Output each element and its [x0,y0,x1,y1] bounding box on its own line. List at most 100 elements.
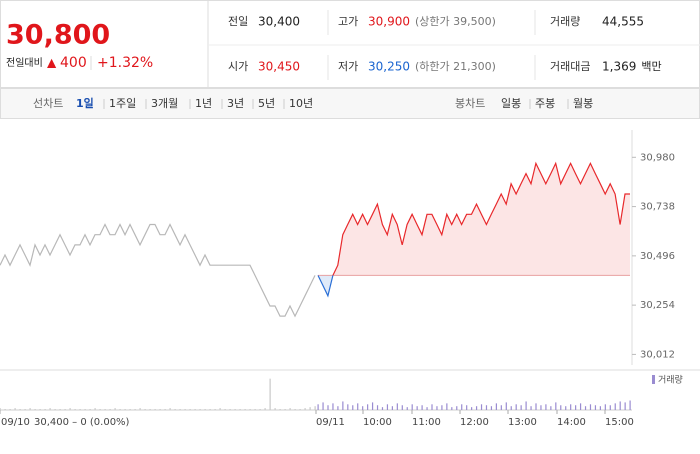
x-tick-label: 30,400 – 0 (0.00%) [34,417,130,428]
volume-bar [54,409,56,410]
volume-bar [44,409,46,410]
volume-bar [451,407,453,410]
summary-value: 30,400 [258,15,300,29]
volume-bar [269,378,271,410]
volume-bar [485,405,488,410]
volume-bar [199,409,201,410]
tab[interactable]: 1주일 [109,96,136,110]
volume-bar [342,401,344,410]
volume-bar [456,406,458,410]
volume-bar [545,404,547,410]
volume-bar [259,409,261,410]
price: 30,800 [6,20,110,51]
summary-note: (상한가 39,500) [415,15,496,28]
volume-bar [279,409,281,410]
volume-bar [525,401,527,410]
volume-bar [29,408,31,410]
area-down [318,275,333,296]
x-tick-label: 09/11 [316,417,345,428]
volume-bar [594,405,597,410]
summary-value: 1,369 [602,60,636,74]
volume-bar [24,409,26,410]
volume-bar [254,409,256,410]
tab[interactable]: 3년 [227,97,244,110]
volume-bar [332,403,334,410]
x-tick-label: 12:00 [460,417,489,428]
summary-unit: 백만 [641,60,661,73]
volume-bar [114,408,116,410]
volume-bar [396,403,398,410]
volume-bar [89,409,91,410]
tab-bar [0,88,700,119]
tab[interactable]: 주봉 [535,97,555,110]
x-tick-label: 13:00 [508,417,537,428]
y-tick-label: 30,980 [640,152,675,163]
volume-bar [446,403,448,410]
x-tick-label: 14:00 [557,417,586,428]
volume-bar [104,409,106,410]
volume-bar [9,409,11,410]
volume-bar [540,405,542,410]
tab[interactable]: 월봉 [573,97,593,110]
tab[interactable]: 5년 [258,97,275,110]
volume-bar [119,409,121,410]
volume-bar [304,408,306,410]
volume-bar [386,404,389,410]
x-tick-label: 09/10 [1,417,30,428]
volume-bar [34,409,36,410]
volume-bar [164,409,166,410]
summary-note: (하한가 21,300) [415,59,496,73]
summary-value: 30,450 [258,60,300,74]
volume-bar [99,409,101,410]
volume-bar [381,407,384,410]
volume-bar [79,409,81,410]
volume-bar [347,404,349,410]
volume-bar [584,406,587,410]
y-tick-label: 30,254 [640,300,675,311]
tab[interactable]: 1년 [195,97,212,110]
tab[interactable]: 10년 [289,97,313,110]
volume-bar [289,408,291,410]
volume-bar [579,403,582,410]
volume-bar [159,409,161,410]
y-tick-label: 30,012 [640,349,675,360]
volume-bar [500,405,502,410]
volume-bar [144,409,146,410]
y-tick-label: 30,738 [640,202,675,213]
volume-bar [234,409,236,410]
volume-bar [124,409,126,410]
volume-bar [619,401,621,410]
volume-bar [109,409,111,410]
volume-bar [224,409,226,410]
volume-bar [19,409,21,410]
legend-label: 거래량 [658,374,683,386]
volume-bar [39,409,41,410]
volume-bar [505,402,507,410]
volume-bar [314,406,316,410]
volume-bar [139,408,141,410]
tab-label: 봉차트 [455,97,485,110]
change: 400 [60,55,87,71]
volume-bar [179,409,181,410]
tab[interactable]: 일봉 [501,96,521,110]
quote-box [0,0,700,88]
volume-bar [480,404,483,410]
volume-bar [357,403,359,410]
volume-bar [174,409,176,410]
volume-bar [49,408,51,410]
tab[interactable]: 3개월 [151,97,178,110]
volume-bar [194,409,196,410]
tab[interactable]: 1일 [76,96,94,110]
summary-label: 고가 [338,15,358,28]
volume-bar [214,409,216,410]
volume-bar [204,409,206,410]
volume-bar [184,409,186,410]
volume-bar [406,407,408,410]
volume-bar [129,409,131,410]
volume-bar [317,404,319,410]
volume-bar [530,406,532,410]
volume-bar [421,405,423,410]
volume-bar [575,405,577,410]
volume-bar [515,404,517,410]
volume-bar [149,409,151,410]
